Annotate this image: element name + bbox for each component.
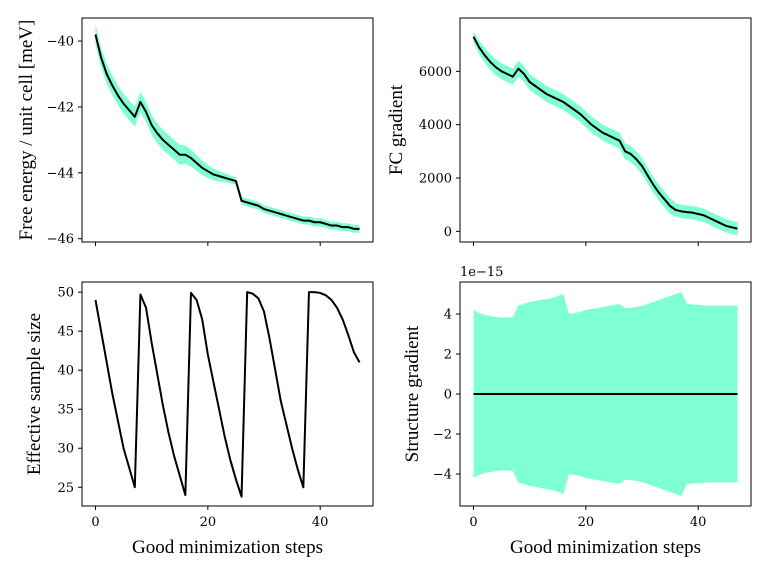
y-tick-label: 4 [444,308,452,323]
y-tick-label: 40 [57,364,74,379]
y-tick-label: −46 [47,232,74,247]
y-tick-label: 0 [444,388,452,403]
axes-frame [81,17,374,243]
x-axis-label: Good minimization steps [132,537,323,558]
y-tick-label: 25 [57,481,74,496]
x-tick-label: 20 [200,515,217,530]
plot-area [472,31,738,236]
y-tick-label: 30 [57,442,74,457]
y-tick-label: −42 [47,100,74,115]
y-tick-label: 45 [57,325,74,340]
plot-area [94,291,361,498]
y-tick-label: 0 [444,225,452,240]
x-tick-label: 20 [578,515,595,530]
y-tick-label: 35 [57,403,74,418]
y-offset-label: 1e−15 [460,265,503,280]
y-tick-label: −2 [433,428,452,443]
uncertainty-band [95,24,360,233]
y-tick-label: 2 [444,348,452,363]
y-tick-label: −44 [47,166,74,181]
panel-fc-gradient: 0 2000 4000 6000 FC gradient [386,17,752,246]
y-tick-label: 4000 [419,118,452,133]
x-tick-label: 0 [469,515,477,530]
y-axis-label: Effective sample size [24,313,45,475]
y-axis-label: FC gradient [386,84,407,175]
x-tick-label: 40 [312,515,329,530]
x-tick-label: 0 [91,515,99,530]
series-line [94,34,360,230]
axes-frame [81,281,374,507]
y-tick-label: 50 [57,286,74,301]
y-tick-label: 2000 [419,172,452,187]
x-tick-label: 40 [690,515,707,530]
axes-frame [459,17,752,243]
panel-free-energy: −40 −42 −44 −46 Free energy / unit cell [meV… [16,17,374,247]
plot-area [473,292,738,496]
y-tick-label: −4 [433,468,452,483]
panel-structure-gradient: 0 20 40 −4 −2 0 2 4 1e−15 Structure gradient Good … [402,265,752,558]
y-axis-label: Structure gradient [402,325,423,462]
series-line [472,36,738,230]
plot-area [94,24,360,233]
y-axis-label: Free energy / unit cell [meV] [16,20,37,241]
x-axis-label: Good minimization steps [510,537,701,558]
series-line [94,291,361,498]
y-tick-label: −40 [47,35,74,50]
y-tick-label: 6000 [419,65,452,80]
panel-effective-sample-size: 0 20 40 25 30 35 40 45 50 Effective sample size Go… [24,281,374,558]
